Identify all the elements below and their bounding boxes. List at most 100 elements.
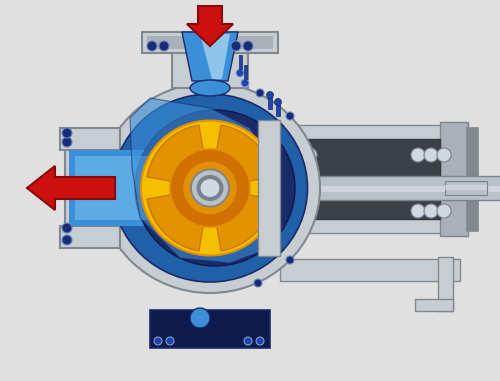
Bar	[200, 186, 500, 192]
Circle shape	[62, 235, 72, 245]
Circle shape	[260, 217, 266, 223]
Circle shape	[147, 41, 157, 51]
Circle shape	[294, 168, 302, 178]
Circle shape	[424, 204, 438, 218]
Polygon shape	[216, 194, 273, 251]
Circle shape	[294, 179, 302, 187]
Circle shape	[303, 148, 317, 162]
Ellipse shape	[190, 80, 230, 96]
Circle shape	[270, 155, 278, 163]
Bar	[60, 128, 120, 150]
Ellipse shape	[182, 161, 238, 215]
Ellipse shape	[197, 176, 223, 200]
Ellipse shape	[191, 170, 229, 207]
Bar	[258, 120, 280, 256]
Circle shape	[241, 79, 249, 87]
Circle shape	[282, 179, 290, 187]
Circle shape	[294, 141, 302, 149]
Circle shape	[437, 148, 451, 162]
Bar	[69, 150, 169, 226]
Circle shape	[290, 204, 304, 218]
Circle shape	[190, 308, 210, 328]
Bar	[445, 185, 487, 190]
Circle shape	[294, 155, 302, 163]
Bar	[239, 55, 242, 69]
Circle shape	[411, 204, 425, 218]
Polygon shape	[147, 125, 204, 182]
Circle shape	[286, 256, 294, 264]
Circle shape	[282, 192, 290, 202]
Bar	[415, 299, 453, 311]
Bar	[65, 143, 120, 233]
Circle shape	[267, 221, 273, 227]
Circle shape	[411, 148, 425, 162]
Circle shape	[166, 337, 174, 345]
Bar	[60, 226, 120, 248]
Circle shape	[270, 141, 278, 149]
Ellipse shape	[100, 83, 320, 293]
Circle shape	[270, 192, 278, 202]
Circle shape	[256, 337, 264, 345]
Circle shape	[282, 207, 290, 216]
Circle shape	[424, 148, 438, 162]
Polygon shape	[130, 98, 280, 263]
Bar	[244, 65, 247, 79]
Circle shape	[275, 204, 289, 218]
Circle shape	[159, 41, 169, 51]
Circle shape	[282, 155, 290, 163]
Bar	[276, 102, 280, 116]
Polygon shape	[147, 194, 204, 251]
Polygon shape	[216, 125, 273, 182]
Bar	[268, 125, 458, 233]
Circle shape	[294, 192, 302, 202]
Circle shape	[256, 89, 264, 97]
Circle shape	[243, 41, 253, 51]
Polygon shape	[182, 32, 238, 81]
Bar	[445, 181, 487, 195]
Ellipse shape	[135, 110, 295, 266]
Circle shape	[294, 207, 302, 216]
Circle shape	[270, 168, 278, 178]
Polygon shape	[200, 34, 230, 79]
Circle shape	[252, 213, 258, 219]
Circle shape	[254, 279, 262, 287]
Circle shape	[270, 179, 278, 187]
Bar	[268, 224, 272, 236]
Bar	[200, 176, 500, 200]
Circle shape	[62, 223, 72, 233]
Bar	[292, 139, 440, 219]
FancyArrow shape	[27, 166, 115, 210]
Circle shape	[290, 148, 304, 162]
FancyArrow shape	[187, 6, 233, 46]
Circle shape	[270, 207, 278, 216]
Bar	[440, 122, 468, 236]
Bar	[268, 95, 272, 109]
Circle shape	[286, 112, 294, 120]
Circle shape	[303, 204, 317, 218]
Bar	[253, 216, 257, 228]
Ellipse shape	[200, 179, 220, 197]
Circle shape	[244, 337, 252, 345]
Bar	[75, 156, 163, 220]
Bar	[280, 259, 460, 281]
Circle shape	[282, 141, 290, 149]
Circle shape	[231, 41, 241, 51]
Ellipse shape	[141, 120, 279, 256]
Circle shape	[275, 148, 289, 162]
Bar	[172, 32, 248, 88]
Ellipse shape	[112, 94, 308, 282]
Circle shape	[266, 91, 274, 99]
Circle shape	[274, 99, 281, 106]
Circle shape	[62, 128, 72, 138]
Bar	[466, 127, 478, 231]
Circle shape	[236, 69, 244, 77]
Circle shape	[437, 204, 451, 218]
Circle shape	[62, 137, 72, 147]
Bar	[261, 220, 265, 232]
Circle shape	[154, 337, 162, 345]
Bar	[150, 310, 270, 348]
Bar	[147, 36, 273, 49]
Circle shape	[282, 168, 290, 178]
Bar	[142, 32, 278, 53]
Bar	[438, 257, 453, 311]
